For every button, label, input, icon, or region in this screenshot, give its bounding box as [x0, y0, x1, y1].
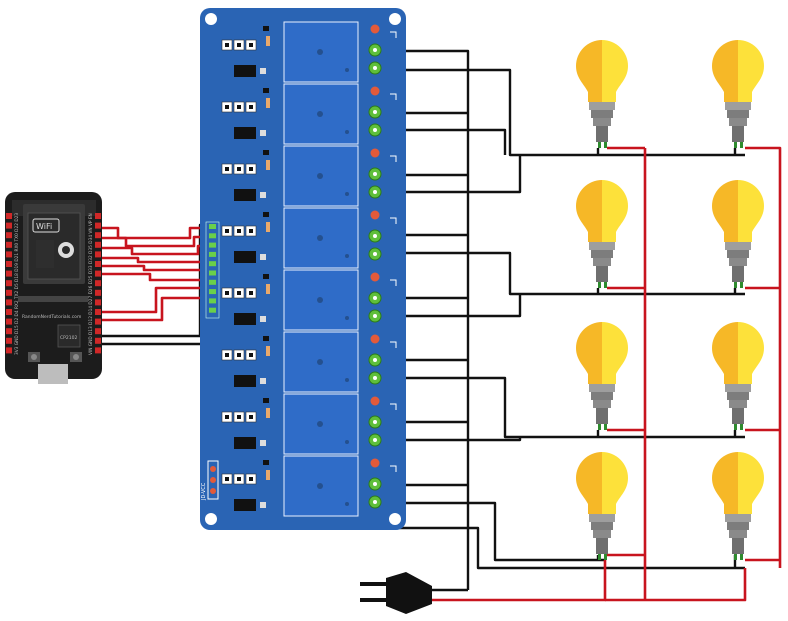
esp32-pin: [6, 299, 12, 306]
power-plug-icon: [360, 572, 432, 614]
esp32-pin: [95, 213, 101, 219]
esp32-pin: [6, 337, 12, 344]
jd-vcc-label: JD-VCC: [201, 482, 207, 501]
header-pin: [209, 289, 216, 295]
esp32-pin: [6, 251, 12, 258]
esp32-pin: [95, 328, 101, 335]
header-pin: [209, 279, 216, 285]
light-bulb-icon: [712, 452, 764, 560]
header-pin: [209, 251, 216, 257]
esp32-pin: [6, 261, 12, 267]
esp32-chip-label: CP2102: [60, 335, 77, 341]
esp32-pin: [95, 280, 101, 287]
esp32-pin: [6, 241, 12, 248]
light-bulb-icon: [576, 452, 628, 560]
bulbs: [576, 40, 764, 560]
esp32-pin: [95, 222, 101, 229]
esp32-pin: [95, 337, 101, 344]
header-pin: [209, 270, 216, 276]
header-pin: [209, 233, 216, 239]
esp32-pin: [6, 318, 12, 325]
esp32-pin: [95, 318, 101, 325]
header-pin: [209, 261, 216, 267]
black-wires: [100, 49, 745, 592]
esp32-pin: [6, 309, 12, 315]
relay-module: [221, 455, 397, 517]
relay-module: [221, 145, 397, 207]
esp32-pin: [6, 289, 12, 296]
relay-module: [221, 269, 397, 331]
esp32-pin: [95, 251, 101, 258]
esp32-pin: [6, 270, 12, 277]
wifi-icon: WiFi: [32, 218, 60, 233]
esp32-pin: [6, 280, 12, 287]
relay-board: JD-VCC: [200, 8, 406, 530]
light-bulb-icon: [576, 322, 628, 430]
esp32-pin: [95, 289, 101, 296]
relay-module: [221, 83, 397, 145]
header-pin: [209, 224, 216, 229]
esp32-pin: [6, 347, 12, 354]
esp32-pin: [95, 232, 101, 239]
esp32-pin: [95, 347, 101, 354]
esp32-right-pins: VIN GND D13 D12 D14 D27 D26 D25 D33 D32 …: [88, 213, 94, 355]
esp32-pin: [95, 270, 101, 277]
light-bulb-icon: [712, 180, 764, 288]
relay-module: [221, 207, 397, 269]
esp32-website: RandomNerdTutorials.com: [22, 314, 81, 320]
esp32-pin: [95, 309, 101, 315]
header-pin: [209, 298, 216, 304]
light-bulb-icon: [712, 322, 764, 430]
esp32-pin: [95, 299, 101, 306]
wifi-logo-text: WiFi: [36, 222, 52, 231]
esp32-left-pins: 3V3 GND D15 D2 D4 RX2 TX2 D5 D18 D19 D21…: [14, 213, 20, 355]
light-bulb-icon: [576, 180, 628, 288]
esp32-pin: [6, 222, 12, 229]
header-pin: [209, 307, 216, 313]
esp32-pin: [95, 261, 101, 267]
esp32-pin: [6, 232, 12, 239]
light-bulb-icon: [576, 40, 628, 148]
esp32-pin: [6, 328, 12, 335]
relay-module: [221, 393, 397, 455]
relay-module: [221, 331, 397, 393]
jd-vcc-header: JD-VCC: [201, 460, 219, 501]
usb-connector: [38, 364, 68, 384]
relay-module: [221, 21, 397, 83]
esp32-pin: [95, 241, 101, 248]
light-bulb-icon: [712, 40, 764, 148]
header-pin: [209, 242, 216, 248]
esp32-pin: [6, 213, 12, 219]
esp32-board: WiFi RandomNerdTutorials.com CP2102 3V3 …: [5, 192, 102, 384]
